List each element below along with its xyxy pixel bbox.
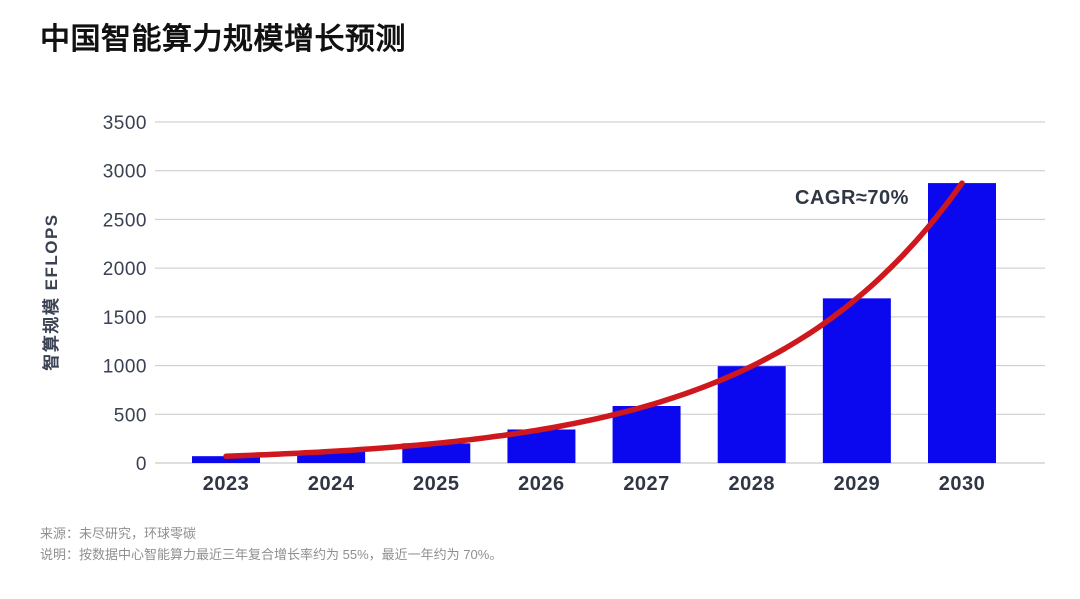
method-note: 说明：按数据中心智能算力最近三年复合增长率约为 55%，最近一年约为 70%。	[40, 547, 503, 562]
cagr-annotation: CAGR≈70%	[795, 187, 909, 209]
x-tick-label: 2029	[834, 473, 881, 495]
y-tick-label: 0	[136, 454, 147, 475]
x-tick-label: 2025	[413, 473, 460, 495]
y-axis-title: 智算规模 EFLOPS	[41, 213, 61, 370]
y-tick-label: 1000	[103, 357, 147, 378]
x-tick-label: 2030	[939, 473, 986, 495]
chart-footnotes: 来源：未尽研究，环球零碳 说明：按数据中心智能算力最近三年复合增长率约为 55%…	[40, 523, 502, 565]
chart-title: 中国智能算力规模增长预测	[40, 23, 406, 56]
y-tick-label: 2500	[103, 210, 147, 231]
bar-2030	[928, 183, 996, 463]
bar-2028	[717, 366, 786, 463]
bar-2025	[402, 443, 471, 463]
y-tick-label: 2000	[103, 259, 147, 280]
bar-2029	[822, 298, 891, 463]
bar-2023	[192, 456, 260, 463]
bar-2027	[612, 406, 681, 463]
source-note: 来源：未尽研究，环球零碳	[40, 526, 197, 541]
x-tick-label: 2024	[308, 473, 355, 495]
y-tick-label: 3000	[103, 162, 147, 183]
x-tick-label: 2028	[728, 473, 775, 495]
y-tick-label: 1500	[103, 308, 147, 329]
trend-curve	[223, 180, 965, 459]
y-tick-label: 3500	[103, 113, 147, 134]
x-tick-label: 2023	[203, 473, 250, 495]
y-tick-label: 500	[114, 405, 147, 426]
bar-2024	[297, 451, 366, 463]
x-tick-label: 2026	[518, 473, 565, 495]
x-tick-label: 2027	[623, 473, 670, 495]
